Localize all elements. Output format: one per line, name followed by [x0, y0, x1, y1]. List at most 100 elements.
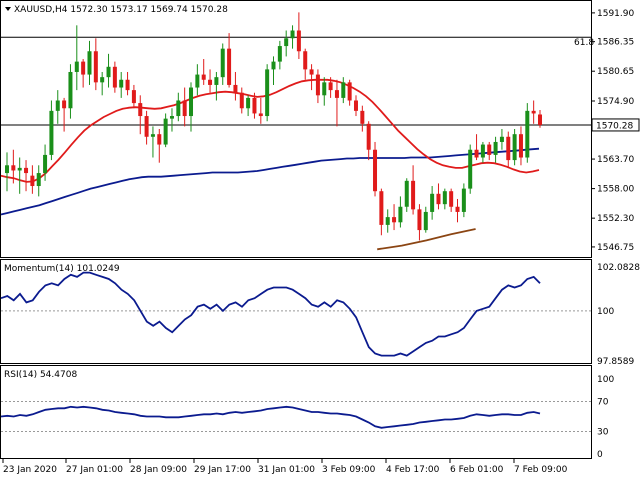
candle	[49, 100, 54, 161]
candle	[353, 95, 358, 117]
candle	[87, 40, 92, 85]
candle-body	[461, 188, 466, 212]
y-tick-label: 1580.65	[597, 67, 634, 77]
rsi-panel: 100 70 30 0	[0, 375, 614, 460]
momentum-panel-frame	[0, 259, 592, 364]
candle-body	[296, 30, 301, 52]
main-panel-frame	[0, 0, 592, 258]
candle	[417, 204, 422, 241]
candle-body	[455, 206, 460, 212]
candle	[366, 121, 371, 161]
candle	[309, 64, 314, 91]
candle	[404, 178, 409, 212]
candle-body	[93, 51, 98, 83]
candle-body	[373, 149, 378, 192]
candle	[131, 84, 136, 109]
momentum-line	[0, 271, 541, 357]
candle	[360, 105, 365, 132]
candle-body	[423, 211, 428, 231]
y-tick-label: 1586.35	[597, 38, 634, 48]
dropdown-triangle-icon[interactable]	[5, 7, 11, 11]
candle-body	[138, 103, 143, 117]
candle-body	[201, 74, 206, 80]
rsi-tick-label: 70	[597, 398, 609, 408]
candle-body	[220, 48, 225, 78]
candle	[55, 90, 60, 124]
candle-body	[208, 79, 213, 85]
candle-body	[252, 97, 257, 114]
candle-body	[430, 193, 435, 212]
candle-body	[195, 74, 200, 88]
candle	[411, 165, 416, 215]
candle	[468, 144, 473, 194]
candle-body	[322, 82, 327, 96]
candle-body	[246, 97, 251, 109]
candle-body	[290, 30, 295, 39]
candle-body	[81, 61, 86, 75]
candle	[277, 40, 282, 70]
y-tick-label: 1552.30	[597, 214, 634, 224]
candle-body	[303, 51, 308, 70]
candle	[163, 113, 168, 148]
ma-red-line	[0, 78, 540, 183]
candle-body	[506, 136, 511, 161]
candle	[62, 97, 67, 132]
candle	[334, 79, 339, 127]
candle	[499, 129, 504, 150]
candle	[150, 126, 155, 158]
candle-body	[189, 87, 194, 117]
candle	[74, 25, 79, 91]
candle	[423, 206, 428, 233]
x-axis: 23 Jan 2020 27 Jan 01:00 28 Jan 09:00 29 Ja…	[2, 459, 568, 475]
candle-body	[493, 141, 498, 155]
x-tick-label: 31 Jan 01:00	[258, 465, 315, 475]
rsi-tick-label: 0	[597, 450, 603, 460]
candle-body	[411, 180, 416, 210]
candle	[271, 56, 276, 85]
candle-body	[328, 82, 333, 91]
rsi-title: RSI(14) 54.4708	[4, 370, 77, 380]
candle-body	[487, 144, 492, 155]
x-tick-label: 28 Jan 09:00	[130, 465, 187, 475]
candle-body	[512, 134, 517, 161]
x-tick-label: 29 Jan 17:00	[194, 465, 251, 475]
candle	[493, 136, 498, 163]
y-tick-label: 1591.90	[597, 9, 634, 19]
rsi-line	[0, 405, 541, 429]
candle	[258, 97, 263, 124]
candle-body	[233, 84, 238, 93]
candle	[30, 165, 35, 194]
candle-body	[11, 165, 16, 171]
candle	[106, 53, 111, 88]
main-header: XAUUSD,H4 1572.30 1573.17 1569.74 1570.2…	[5, 5, 228, 15]
candle-body	[36, 173, 41, 187]
candle	[506, 131, 511, 168]
candle-body	[468, 149, 473, 189]
candle-body	[309, 69, 314, 75]
candle	[379, 188, 384, 236]
candle	[265, 64, 270, 122]
candle	[328, 77, 333, 98]
candle	[315, 69, 320, 104]
candle	[449, 188, 454, 212]
candle-body	[518, 134, 523, 158]
candle	[290, 25, 295, 49]
candle-body	[499, 136, 504, 142]
candle	[480, 141, 485, 163]
x-tick-label: 23 Jan 2020	[3, 465, 57, 475]
candle-body	[43, 154, 48, 174]
candle	[24, 160, 29, 192]
candle	[303, 48, 308, 80]
candle	[68, 64, 73, 119]
level-label: 61.8	[574, 38, 594, 48]
candle-body	[398, 206, 403, 223]
candle-body	[112, 66, 117, 88]
x-tick-label: 4 Feb 17:00	[386, 465, 440, 475]
candle	[512, 129, 517, 166]
candle-body	[68, 71, 73, 109]
candle	[36, 165, 41, 197]
candle	[100, 71, 105, 96]
candle	[112, 61, 117, 93]
